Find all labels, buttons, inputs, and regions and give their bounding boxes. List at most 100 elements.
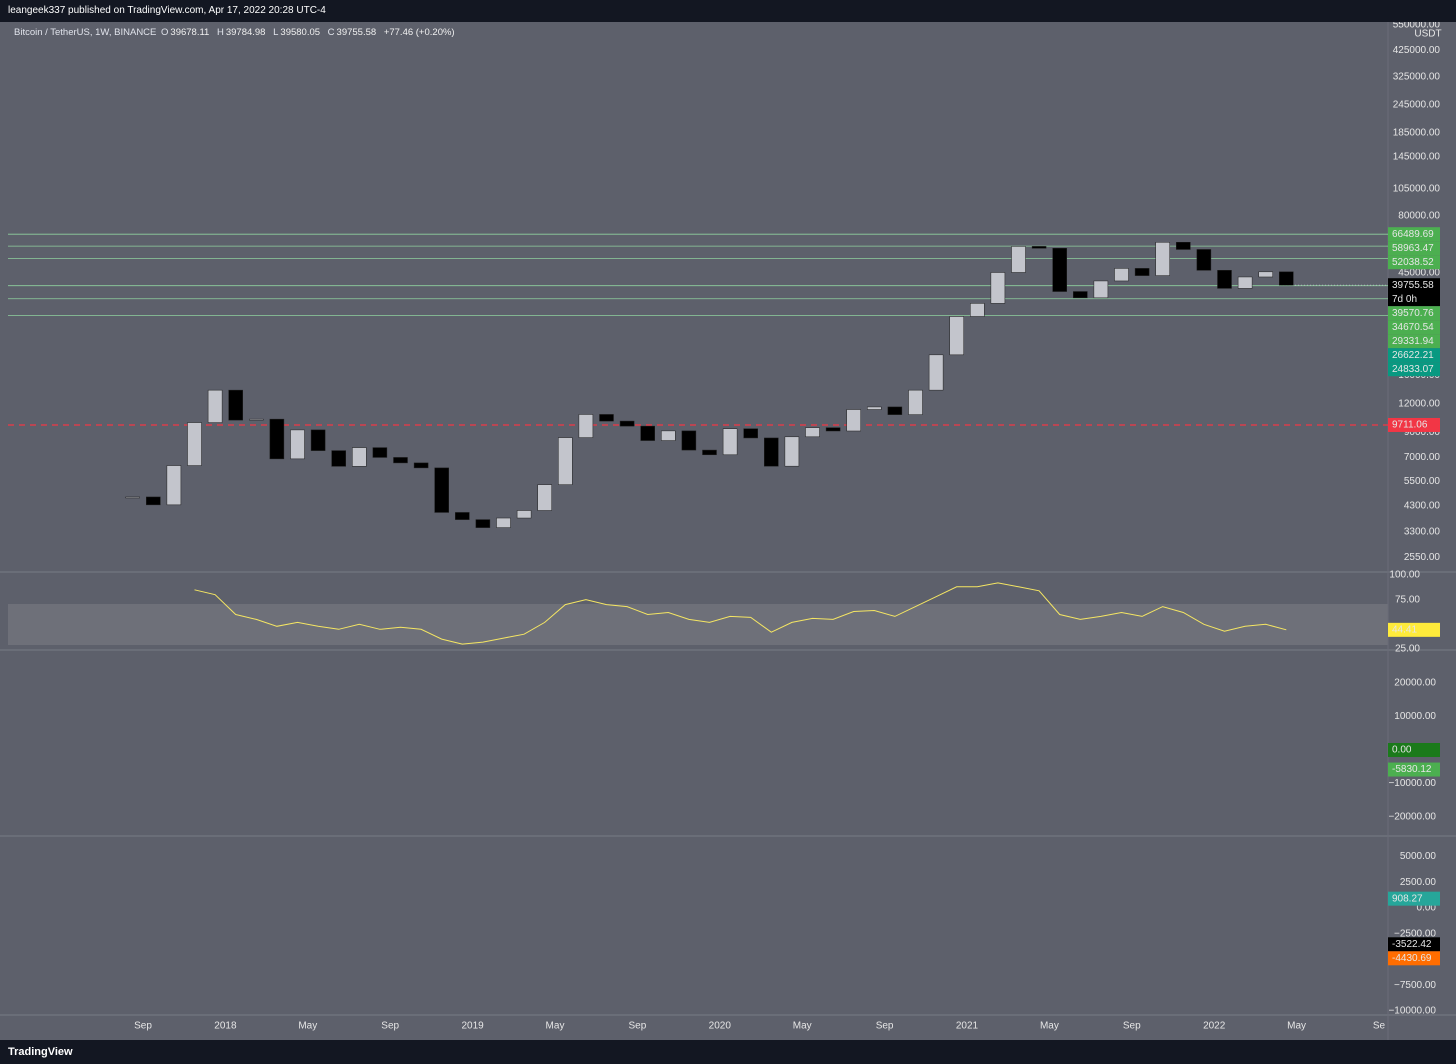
x-tick-label: Sep	[876, 1021, 894, 1032]
x-tick-label: May	[298, 1021, 317, 1032]
x-tick-label: 2019	[461, 1021, 484, 1032]
y-tick-label: −7500.00	[1394, 980, 1436, 991]
candle	[558, 437, 573, 485]
candle	[228, 389, 243, 421]
price-label-box	[1388, 320, 1440, 335]
candle	[537, 484, 552, 511]
candle	[166, 465, 182, 506]
candle	[764, 437, 779, 467]
candle	[681, 430, 697, 451]
y-tick-label: 75.00	[1395, 594, 1420, 605]
price-label: 24833.07	[1392, 364, 1434, 375]
candle	[1093, 280, 1109, 299]
x-tick-label: Sep	[1123, 1021, 1141, 1032]
price-label-box	[1388, 241, 1440, 256]
candle	[455, 512, 470, 520]
price-label: 0.00	[1392, 745, 1412, 756]
candle	[949, 316, 964, 356]
rsi-band	[8, 604, 1388, 645]
x-tick-label: May	[546, 1021, 565, 1032]
price-label: 52038.52	[1392, 257, 1434, 268]
y-tick-label: −10000.00	[1388, 778, 1436, 789]
price-label-box	[1388, 348, 1440, 363]
x-tick-label: Sep	[134, 1021, 152, 1032]
price-label-box	[1388, 951, 1440, 966]
unit-label: USDT	[1414, 29, 1441, 40]
candle	[413, 462, 429, 469]
x-tick-label: May	[793, 1021, 812, 1032]
candle	[928, 354, 944, 391]
price-label-box	[1388, 334, 1440, 349]
ohlc-value: 39755.58	[336, 27, 377, 38]
y-tick-label: 185000.00	[1393, 127, 1441, 138]
y-tick-label: 3300.00	[1404, 527, 1441, 538]
ohlc-label: L	[273, 27, 279, 38]
brand: TradingView	[8, 1046, 73, 1058]
candle	[290, 429, 305, 460]
candle	[1073, 291, 1088, 299]
candle	[187, 422, 202, 466]
candle	[825, 427, 841, 432]
y-tick-label: 25.00	[1395, 644, 1420, 655]
candle	[784, 436, 800, 467]
candle	[1114, 268, 1129, 282]
x-tick-label: May	[1040, 1021, 1059, 1032]
price-label: 26622.21	[1392, 350, 1434, 361]
symbol-legend: Bitcoin / TetherUS, 1W, BINANCE O 39678.1…	[14, 27, 460, 38]
y-tick-label: 5500.00	[1404, 476, 1441, 487]
symbol-title: Bitcoin / TetherUS, 1W, BINANCE	[14, 27, 157, 38]
price-label-box	[1388, 362, 1440, 377]
candle	[887, 406, 903, 415]
candle	[702, 449, 717, 456]
x-tick-label: 2022	[1203, 1021, 1226, 1032]
candle	[640, 425, 655, 441]
candle	[1134, 268, 1150, 276]
ohlc-value: 39580.05	[280, 27, 321, 38]
ohlc-value: 39678.11	[170, 27, 210, 38]
price-label: 44.41	[1392, 624, 1417, 635]
countdown: 7d 0h	[1392, 294, 1417, 305]
y-tick-label: −20000.00	[1388, 812, 1436, 823]
price-label-box	[1388, 255, 1440, 270]
candle	[475, 519, 491, 528]
price-label-box	[1388, 417, 1440, 432]
ohlc-label: O	[161, 27, 169, 38]
y-tick-label: 7000.00	[1404, 452, 1441, 463]
price-label-box	[1388, 306, 1440, 321]
x-tick-label: 2021	[956, 1021, 979, 1032]
candle	[516, 510, 532, 519]
price-label-box	[1388, 227, 1440, 242]
y-tick-label: 105000.00	[1393, 184, 1441, 195]
price-label: 58963.47	[1392, 243, 1434, 254]
candle	[1031, 246, 1047, 249]
y-tick-label: 325000.00	[1393, 71, 1441, 82]
y-tick-label: 12000.00	[1398, 399, 1440, 410]
candle	[249, 418, 264, 421]
price-label: -5830.12	[1392, 764, 1432, 775]
candle	[1196, 249, 1212, 271]
candle	[1279, 271, 1294, 286]
y-tick-label: 4300.00	[1404, 500, 1441, 511]
candle	[908, 389, 923, 415]
price-label: -4430.69	[1392, 953, 1432, 964]
candle	[496, 517, 511, 528]
candle	[1052, 248, 1067, 292]
price-label-box	[1388, 622, 1440, 637]
y-tick-label: 20000.00	[1394, 678, 1436, 689]
candle	[722, 428, 738, 456]
candle	[434, 467, 449, 513]
price-label-box	[1388, 278, 1440, 307]
candle	[1217, 270, 1232, 289]
publisher: leangeek337 published on TradingView.com…	[8, 5, 326, 16]
candle	[1258, 271, 1273, 278]
price-label: 29331.94	[1392, 336, 1434, 347]
x-tick-label: May	[1287, 1021, 1306, 1032]
y-tick-label: 100.00	[1389, 570, 1420, 581]
ohlc-label: H	[216, 27, 224, 38]
x-tick-label: Se	[1373, 1021, 1386, 1032]
candle	[578, 414, 594, 438]
y-tick-label: 10000.00	[1394, 711, 1436, 722]
price-label-box	[1388, 743, 1440, 758]
